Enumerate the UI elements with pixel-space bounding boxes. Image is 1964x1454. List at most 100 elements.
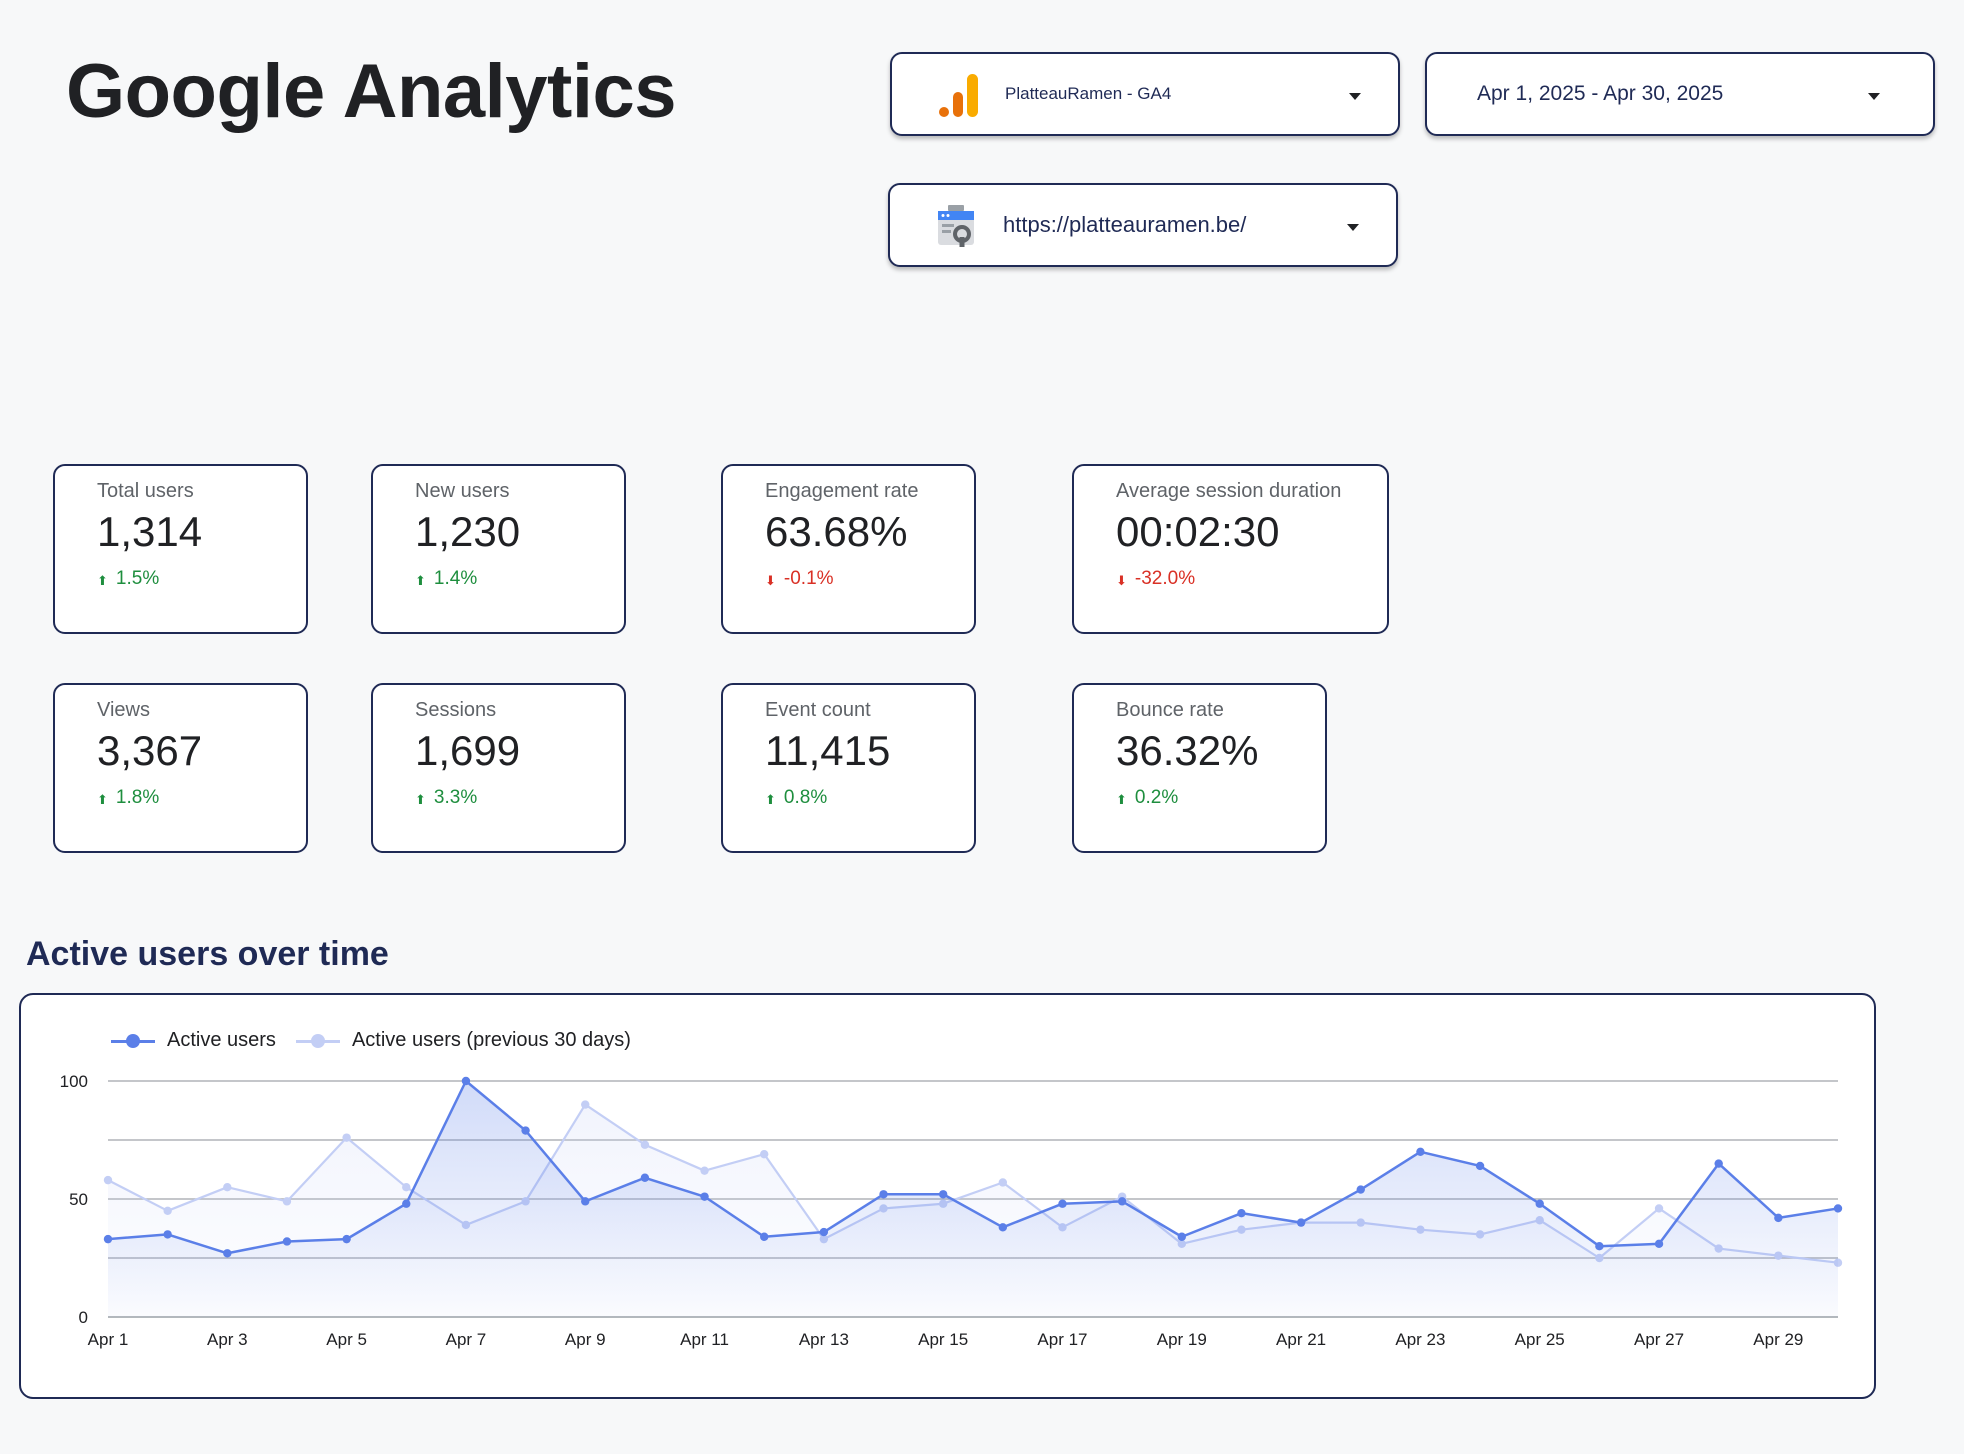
data-point (879, 1190, 888, 1199)
data-point (282, 1237, 292, 1246)
kpi-value: 63.68% (765, 508, 908, 555)
data-point (1475, 1161, 1485, 1171)
data-point (1177, 1232, 1186, 1241)
data-point (521, 1126, 530, 1135)
site-selector[interactable]: https://platteauramen.be/ (888, 183, 1398, 267)
kpi-card-views: Views 3,367 ⬆ 1.8% (53, 683, 308, 853)
chevron-down-icon[interactable] (1349, 93, 1361, 100)
data-point (819, 1227, 829, 1237)
data-point (700, 1192, 709, 1201)
kpi-card-total-users: Total users 1,314 ⬆ 1.5% (53, 464, 308, 634)
data-point (760, 1232, 769, 1241)
kpi-label: Event count (765, 699, 871, 721)
x-tick-label: Apr 27 (1634, 1330, 1684, 1349)
arrow-up-icon: ⬆ (765, 792, 776, 807)
arrow-up-icon: ⬆ (97, 573, 108, 588)
arrow-up-icon: ⬆ (1116, 792, 1127, 807)
search-console-icon (934, 204, 978, 253)
data-point (760, 1149, 769, 1159)
data-point (163, 1230, 172, 1239)
kpi-delta: ⬇ -0.1% (765, 568, 834, 589)
chevron-down-icon[interactable] (1868, 93, 1880, 100)
legend-item-active-users[interactable]: Active users (111, 1029, 276, 1052)
series-line (107, 1079, 1839, 1255)
chart-section-title: Active users over time (26, 935, 389, 973)
legend-swatch-current (111, 1031, 155, 1051)
kpi-card-avg-session-duration: Average session duration 00:02:30 ⬇ -32.0… (1072, 464, 1389, 634)
x-tick-label: Apr 21 (1276, 1330, 1326, 1349)
data-point (1654, 1204, 1664, 1213)
kpi-delta: ⬆ 1.8% (97, 787, 160, 808)
x-tick-label: Apr 29 (1753, 1330, 1803, 1349)
data-point (1117, 1197, 1127, 1206)
data-point (1356, 1185, 1365, 1194)
x-tick-label: Apr 19 (1157, 1330, 1207, 1349)
y-tick-label: 0 (79, 1308, 88, 1327)
kpi-card-bounce-rate: Bounce rate 36.32% ⬆ 0.2% (1072, 683, 1327, 853)
data-point (998, 1178, 1008, 1187)
x-tick-label: Apr 1 (88, 1330, 129, 1349)
data-point (282, 1197, 292, 1206)
page-title: Google Analytics (66, 49, 676, 134)
arrow-down-icon: ⬇ (1116, 573, 1127, 588)
legend-item-active-users-previous[interactable]: Active users (previous 30 days) (295, 1029, 631, 1052)
kpi-card-sessions: Sessions 1,699 ⬆ 3.3% (371, 683, 626, 853)
date-range-selector[interactable]: Apr 1, 2025 - Apr 30, 2025 (1425, 52, 1935, 136)
kpi-delta: ⬆ 0.2% (1116, 787, 1179, 808)
data-point (1535, 1199, 1544, 1208)
property-selector[interactable]: PlatteauRamen - GA4 (890, 52, 1400, 136)
line-chart: 0 50 100 Apr 1 Apr 3 Apr 5 Apr 7 Apr 9 Apr 11 Apr… (60, 1072, 1843, 1349)
kpi-card-new-users: New users 1,230 ⬆ 1.4% (371, 464, 626, 634)
data-point (1595, 1242, 1604, 1251)
data-point (1416, 1147, 1425, 1156)
data-point (938, 1190, 948, 1199)
kpi-delta: ⬇ -32.0% (1116, 568, 1196, 589)
arrow-up-icon: ⬆ (97, 792, 108, 807)
kpi-label: Sessions (415, 699, 497, 721)
kpi-value: 1,314 (97, 508, 203, 555)
kpi-delta: ⬆ 1.4% (415, 568, 478, 589)
y-tick-label: 100 (60, 1072, 88, 1091)
y-tick-label: 50 (69, 1190, 88, 1209)
arrow-up-icon: ⬆ (415, 573, 426, 588)
data-point (402, 1183, 411, 1192)
chevron-down-icon[interactable] (1347, 224, 1359, 231)
x-tick-label: Apr 5 (326, 1330, 367, 1349)
x-tick-label: Apr 23 (1395, 1330, 1445, 1349)
data-point (1654, 1239, 1664, 1249)
kpi-delta: ⬆ 1.5% (97, 568, 160, 589)
data-point (640, 1173, 650, 1182)
site-selector-label: https://platteauramen.be/ (1003, 212, 1247, 237)
arrow-down-icon: ⬇ (765, 573, 776, 588)
data-point (1058, 1199, 1067, 1208)
data-point (1296, 1218, 1306, 1227)
kpi-label: New users (415, 480, 510, 502)
kpi-label: Bounce rate (1116, 699, 1224, 721)
chart-legend: Active users Active users (previous 30 d… (111, 1029, 651, 1052)
active-users-chart: 0 50 100 Apr 1 Apr 3 Apr 5 Apr 7 Apr 9 Apr 11 Apr… (19, 993, 1876, 1399)
kpi-card-event-count: Event count 11,415 ⬆ 0.8% (721, 683, 976, 853)
x-tick-label: Apr 11 (680, 1330, 729, 1349)
data-point (1774, 1213, 1783, 1223)
data-point (1714, 1159, 1723, 1168)
x-tick-label: Apr 17 (1037, 1330, 1087, 1349)
analytics-icon (936, 72, 984, 125)
data-point (223, 1249, 232, 1258)
legend-label: Active users (167, 1029, 276, 1051)
x-tick-label: Apr 15 (918, 1330, 968, 1349)
legend-swatch-previous (295, 1031, 340, 1051)
data-point (581, 1197, 590, 1206)
kpi-delta: ⬆ 0.8% (765, 787, 828, 808)
x-tick-label: Apr 3 (207, 1330, 248, 1349)
data-point (402, 1199, 411, 1208)
data-point (640, 1140, 650, 1149)
data-point (461, 1076, 471, 1086)
x-tick-label: Apr 13 (799, 1330, 849, 1349)
kpi-label: Total users (97, 480, 194, 502)
legend-label: Active users (previous 30 days) (351, 1029, 631, 1051)
data-point (581, 1100, 590, 1109)
data-point (1237, 1208, 1246, 1218)
data-point (998, 1223, 1008, 1232)
x-tick-label: Apr 25 (1515, 1330, 1565, 1349)
kpi-label: Engagement rate (765, 480, 919, 502)
